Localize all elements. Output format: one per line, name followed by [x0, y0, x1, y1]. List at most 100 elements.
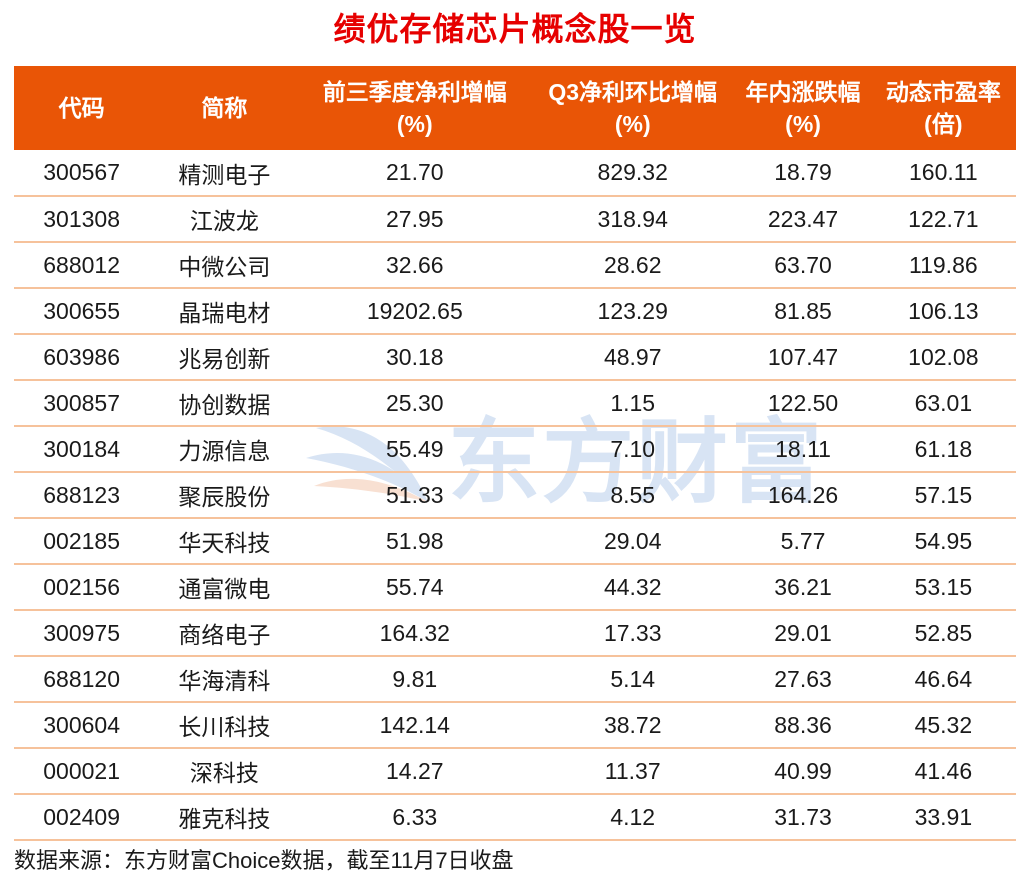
- stock-code: 300655: [14, 288, 150, 335]
- dynamic-pe: 63.01: [870, 380, 1016, 427]
- stock-name: 长川科技: [149, 702, 300, 749]
- q3-qoq-growth: 123.29: [530, 288, 736, 335]
- stock-name: 晶瑞电材: [149, 288, 300, 335]
- ytd-change: 18.11: [735, 426, 871, 473]
- table-row: 300857 协创数据 25.30 1.15 122.50 63.01: [14, 380, 1016, 427]
- stock-name: 通富微电: [149, 564, 300, 611]
- stock-code: 603986: [14, 334, 150, 381]
- q3-qoq-growth: 38.72: [530, 702, 736, 749]
- nine-month-net-profit-growth: 21.70: [299, 150, 531, 197]
- stock-name: 华天科技: [149, 518, 300, 565]
- stock-code: 688123: [14, 472, 150, 519]
- column-label: Q3净利环比增幅: [548, 79, 718, 105]
- q3-qoq-growth: 8.55: [530, 472, 736, 519]
- stock-code: 300975: [14, 610, 150, 657]
- dynamic-pe: 160.11: [870, 150, 1016, 197]
- dynamic-pe: 106.13: [870, 288, 1016, 335]
- nine-month-net-profit-growth: 19202.65: [299, 288, 531, 335]
- nine-month-net-profit-growth: 164.32: [299, 610, 531, 657]
- stock-name: 中微公司: [149, 242, 300, 289]
- page-title: 绩优存储芯片概念股一览: [333, 11, 697, 47]
- table-row: 002156 通富微电 55.74 44.32 36.21 53.15: [14, 564, 1016, 611]
- table-row: 002409 雅克科技 6.33 4.12 31.73 33.91: [14, 794, 1016, 841]
- nine-month-net-profit-growth: 142.14: [299, 702, 531, 749]
- ytd-change: 5.77: [735, 518, 871, 565]
- nine-month-net-profit-growth: 55.49: [299, 426, 531, 473]
- stock-code: 300857: [14, 380, 150, 427]
- table-row: 688123 聚辰股份 51.33 8.55 164.26 57.15: [14, 472, 1016, 519]
- q3-qoq-growth: 48.97: [530, 334, 736, 381]
- nine-month-net-profit-growth: 25.30: [299, 380, 531, 427]
- q3-qoq-growth: 7.10: [530, 426, 736, 473]
- column-label: 动态市盈率: [885, 79, 1001, 105]
- column-label: 简称: [201, 95, 248, 121]
- stock-name: 华海清科: [149, 656, 300, 703]
- dynamic-pe: 119.86: [870, 242, 1016, 289]
- nine-month-net-profit-growth: 6.33: [299, 794, 531, 841]
- nine-month-net-profit-growth: 27.95: [299, 196, 531, 243]
- column-label: 前三季度净利增幅: [322, 79, 507, 105]
- data-source-note: 数据来源：东方财富Choice数据，截至11月7日收盘: [14, 848, 514, 873]
- dynamic-pe: 52.85: [870, 610, 1016, 657]
- table-row: 300184 力源信息 55.49 7.10 18.11 61.18: [14, 426, 1016, 473]
- column-header-dynamic-pe: 动态市盈率 (倍): [870, 66, 1016, 150]
- table-row: 688012 中微公司 32.66 28.62 63.70 119.86: [14, 242, 1016, 289]
- table-body: 300567 精测电子 21.70 829.32 18.79 160.11 301308 江波…: [14, 150, 1016, 841]
- stock-name: 深科技: [149, 748, 300, 795]
- q3-qoq-growth: 5.14: [530, 656, 736, 703]
- q3-qoq-growth: 318.94: [530, 196, 736, 243]
- column-unit: (倍): [924, 111, 963, 137]
- stock-code: 002185: [14, 518, 150, 565]
- q3-qoq-growth: 17.33: [530, 610, 736, 657]
- column-unit: (%): [614, 111, 651, 137]
- q3-qoq-growth: 29.04: [530, 518, 736, 565]
- dynamic-pe: 57.15: [870, 472, 1016, 519]
- table-header: 代码 简称 前三季度净利增幅 (%) Q3净利环比增幅 (%): [14, 66, 1016, 150]
- table-row: 688120 华海清科 9.81 5.14 27.63 46.64: [14, 656, 1016, 703]
- q3-qoq-growth: 11.37: [530, 748, 736, 795]
- stock-name: 雅克科技: [149, 794, 300, 841]
- ytd-change: 107.47: [735, 334, 871, 381]
- table-row: 300567 精测电子 21.70 829.32 18.79 160.11: [14, 150, 1016, 197]
- column-label: 年内涨跌幅: [745, 79, 861, 105]
- stock-code: 300604: [14, 702, 150, 749]
- ytd-change: 31.73: [735, 794, 871, 841]
- table-row: 300655 晶瑞电材 19202.65 123.29 81.85 106.13: [14, 288, 1016, 335]
- column-unit: (%): [785, 111, 821, 137]
- stock-code: 301308: [14, 196, 150, 243]
- ytd-change: 122.50: [735, 380, 871, 427]
- stock-name: 聚辰股份: [149, 472, 300, 519]
- column-header-q3-qoq-growth: Q3净利环比增幅 (%): [530, 66, 736, 150]
- dynamic-pe: 54.95: [870, 518, 1016, 565]
- nine-month-net-profit-growth: 32.66: [299, 242, 531, 289]
- column-header-name: 简称: [149, 66, 300, 150]
- stocks-table: 代码 简称 前三季度净利增幅 (%) Q3净利环比增幅 (%): [14, 66, 1016, 841]
- stock-code: 002156: [14, 564, 150, 611]
- column-header-9m-net-profit-growth: 前三季度净利增幅 (%): [299, 66, 531, 150]
- ytd-change: 81.85: [735, 288, 871, 335]
- q3-qoq-growth: 4.12: [530, 794, 736, 841]
- dynamic-pe: 45.32: [870, 702, 1016, 749]
- q3-qoq-growth: 28.62: [530, 242, 736, 289]
- ytd-change: 63.70: [735, 242, 871, 289]
- dynamic-pe: 122.71: [870, 196, 1016, 243]
- stock-name: 商络电子: [149, 610, 300, 657]
- stock-code: 300184: [14, 426, 150, 473]
- stock-code: 002409: [14, 794, 150, 841]
- nine-month-net-profit-growth: 9.81: [299, 656, 531, 703]
- column-label: 代码: [58, 95, 105, 121]
- table-row: 603986 兆易创新 30.18 48.97 107.47 102.08: [14, 334, 1016, 381]
- column-header-ytd-change: 年内涨跌幅 (%): [735, 66, 871, 150]
- dynamic-pe: 53.15: [870, 564, 1016, 611]
- stock-name: 力源信息: [149, 426, 300, 473]
- nine-month-net-profit-growth: 51.33: [299, 472, 531, 519]
- stock-name: 精测电子: [149, 150, 300, 197]
- ytd-change: 27.63: [735, 656, 871, 703]
- nine-month-net-profit-growth: 55.74: [299, 564, 531, 611]
- q3-qoq-growth: 829.32: [530, 150, 736, 197]
- ytd-change: 40.99: [735, 748, 871, 795]
- q3-qoq-growth: 44.32: [530, 564, 736, 611]
- stock-code: 688120: [14, 656, 150, 703]
- column-unit: (%): [396, 111, 433, 137]
- nine-month-net-profit-growth: 14.27: [299, 748, 531, 795]
